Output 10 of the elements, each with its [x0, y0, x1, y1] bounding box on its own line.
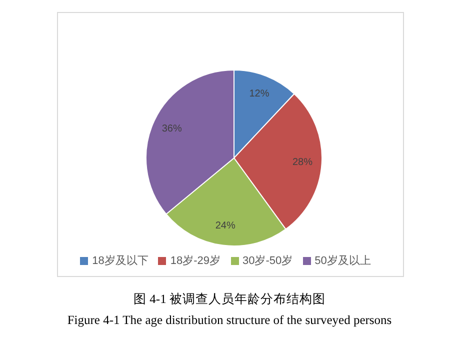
data-label: 28%: [292, 156, 313, 168]
data-label: 36%: [162, 123, 182, 134]
legend-label: 18岁-29岁: [170, 255, 220, 267]
caption: 图 4-1 被调查人员年龄分布结构图: [132, 291, 326, 308]
legend-label: 50岁及以上: [314, 255, 371, 267]
legend-label: 18岁及以下: [92, 255, 148, 267]
data-label: 12%: [249, 88, 270, 100]
data-label: 24%: [215, 220, 236, 232]
legend-label: 30岁-50岁: [242, 255, 293, 267]
caption: Figure 4-1 The age distribution structure of the surveyed persons: [66, 313, 393, 328]
